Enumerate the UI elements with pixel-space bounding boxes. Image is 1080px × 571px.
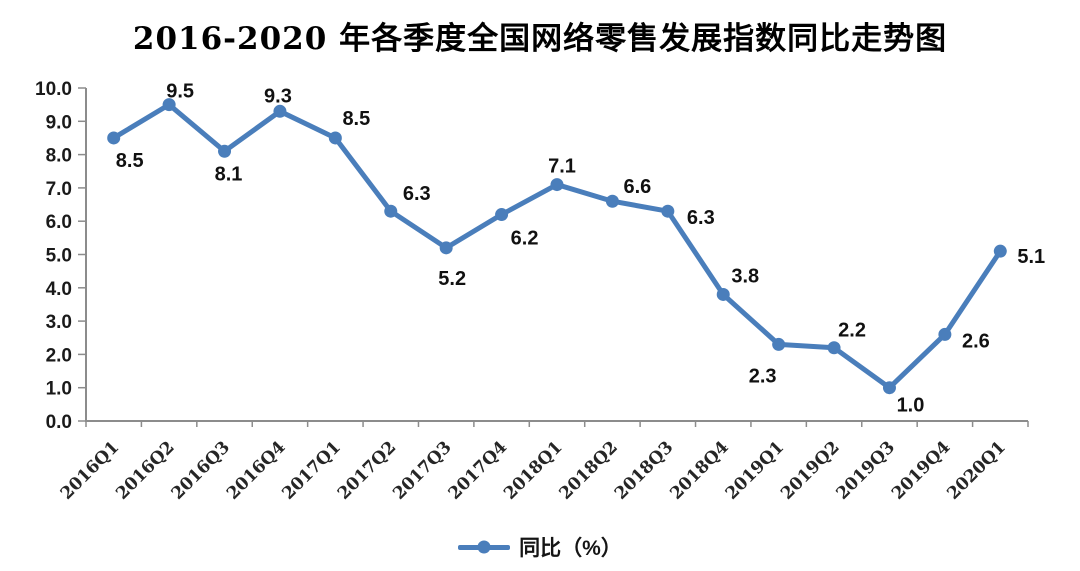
data-label: 2.3 [749,365,777,387]
x-tick-label: 2016Q4 [223,437,290,504]
x-tick-label: 2018Q3 [611,437,677,503]
x-tick-label: 2019Q3 [833,437,899,503]
x-tick-label: 2018Q1 [500,437,566,503]
data-label: 8.1 [215,163,243,185]
data-point [550,178,564,192]
y-axis: 0.0 1.0 2.0 3.0 4.0 5.0 6.0 7.0 8.0 9.0 10.0 [35,79,87,433]
data-point [439,241,453,255]
y-tick-label: 7.0 [46,179,72,200]
data-point [107,131,121,145]
data-label: 5.1 [1017,246,1045,268]
data-label: 1.0 [897,395,925,417]
data-point [993,244,1007,258]
legend-dot-marker [477,540,491,554]
y-tick-label: 4.0 [46,279,72,300]
x-tick-label: 2016Q2 [112,437,178,503]
data-point [605,194,619,208]
legend: 同比（%） [0,532,1080,562]
y-tick-label: 9.0 [46,112,72,133]
data-point [882,381,896,395]
data-point [495,208,509,222]
x-tick-label: 2017Q4 [445,437,512,504]
data-labels: 8.5 9.5 8.1 9.3 8.5 6.3 5.2 6.2 7.1 6.6 6.3 3.8 2.3 2… [116,81,1045,417]
data-label: 9.3 [264,85,292,107]
series-polyline [111,102,1003,391]
data-label: 2.6 [962,330,990,352]
chart-title: 2016-2020 年各季度全国网络零售发展指数同比走势图 [132,21,948,57]
x-tick-label: 2020Q1 [943,437,1009,503]
x-axis: 2016Q12016Q22016Q32016Q42017Q12017Q22017… [57,420,1029,504]
data-label: 7.1 [548,156,576,178]
data-point [384,204,398,218]
data-point [218,144,232,158]
legend-line-marker [458,540,511,554]
x-tick-label: 2018Q2 [556,437,622,503]
data-label: 6.3 [687,207,715,229]
data-point [661,204,675,218]
data-point [827,341,841,355]
y-tick-label: 5.0 [46,246,72,267]
data-point [162,98,176,112]
data-label: 6.2 [511,228,539,250]
x-tick-label: 2016Q3 [168,437,234,503]
data-point [328,131,342,145]
legend-label: 同比（%） [519,537,622,560]
data-label: 6.6 [624,176,652,198]
series-line [107,98,1007,395]
y-tick-label: 3.0 [46,312,72,333]
x-tick-label: 2017Q3 [389,437,455,503]
x-tick-label: 2019Q4 [888,437,955,504]
y-tick-label: 0.0 [46,412,72,433]
x-tick-label: 2017Q2 [334,437,400,503]
y-tick-label: 10.0 [35,79,72,100]
data-label: 3.8 [731,265,759,287]
y-tick-label: 1.0 [46,379,72,400]
x-tick-label: 2019Q2 [777,437,843,503]
y-tick-label: 2.0 [46,345,72,366]
x-tick-label: 2016Q1 [57,437,123,503]
data-label: 8.5 [342,108,370,130]
data-label: 9.5 [166,81,194,103]
y-tick-label: 6.0 [46,212,72,233]
data-point [772,337,786,351]
y-tick-label: 8.0 [46,146,72,167]
data-point [938,327,952,341]
data-label: 2.2 [838,320,866,342]
data-point [716,287,730,301]
data-label: 6.3 [403,183,431,205]
x-tick-label: 2019Q1 [722,437,788,503]
x-tick-label: 2018Q4 [666,437,733,504]
x-tick-label: 2017Q1 [278,437,344,503]
data-point [273,104,287,118]
data-label: 8.5 [116,150,144,172]
data-label: 5.2 [438,268,466,290]
